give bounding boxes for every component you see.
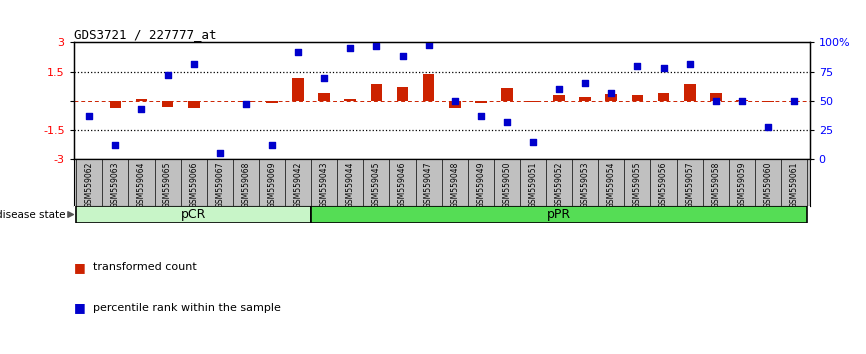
Text: GSM559046: GSM559046 [398, 161, 407, 208]
Bar [109, 101, 121, 108]
Text: GSM559047: GSM559047 [424, 161, 433, 208]
Bar [475, 101, 487, 103]
Text: GSM559052: GSM559052 [554, 161, 564, 207]
Point [396, 54, 410, 59]
Point [553, 86, 566, 92]
Text: GSM559064: GSM559064 [137, 161, 146, 208]
Text: GSM559055: GSM559055 [633, 161, 642, 208]
Text: GSM559056: GSM559056 [659, 161, 668, 208]
Point [682, 61, 696, 66]
Bar [76, 206, 311, 223]
Text: GSM559069: GSM559069 [268, 161, 276, 208]
Point [708, 98, 722, 104]
Text: disease state: disease state [0, 210, 66, 219]
Point [239, 102, 253, 107]
Point [370, 43, 384, 49]
Point [213, 150, 227, 156]
Bar [605, 94, 617, 101]
Text: ■: ■ [74, 302, 86, 314]
Text: GSM559068: GSM559068 [242, 161, 250, 207]
Bar [449, 101, 461, 108]
Bar [736, 100, 747, 101]
Point [526, 139, 540, 144]
Bar [345, 98, 356, 101]
Point [161, 72, 175, 78]
Text: GSM559065: GSM559065 [163, 161, 172, 208]
Point [187, 61, 201, 66]
Text: percentile rank within the sample: percentile rank within the sample [93, 303, 281, 313]
Text: GSM559051: GSM559051 [528, 161, 538, 207]
Text: GDS3721 / 227777_at: GDS3721 / 227777_at [74, 28, 216, 41]
Text: GSM559054: GSM559054 [607, 161, 616, 208]
Bar [311, 206, 807, 223]
Bar [631, 95, 643, 101]
Text: GSM559067: GSM559067 [216, 161, 224, 208]
Bar [684, 84, 695, 101]
Bar [710, 93, 721, 101]
Point [134, 106, 148, 112]
Text: transformed count: transformed count [93, 262, 197, 272]
Point [474, 113, 488, 119]
Bar [136, 99, 147, 101]
Text: GSM559043: GSM559043 [320, 161, 329, 208]
Point [604, 90, 618, 96]
Bar [579, 97, 591, 101]
Text: GSM559061: GSM559061 [790, 161, 798, 207]
Point [787, 98, 801, 104]
Point [578, 80, 592, 86]
Bar [527, 101, 539, 102]
Text: GSM559058: GSM559058 [711, 161, 721, 207]
Text: GSM559050: GSM559050 [502, 161, 512, 208]
Point [108, 142, 122, 148]
Point [761, 124, 775, 130]
Point [422, 42, 436, 48]
Point [500, 119, 514, 125]
Text: GSM559060: GSM559060 [764, 161, 772, 208]
Bar [397, 87, 409, 101]
Point [735, 98, 749, 104]
Text: GSM559057: GSM559057 [685, 161, 695, 208]
Text: GSM559042: GSM559042 [294, 161, 302, 207]
Bar [162, 101, 173, 107]
Text: GSM559048: GSM559048 [450, 161, 459, 207]
Bar [188, 101, 199, 108]
Bar [319, 93, 330, 101]
Point [291, 49, 305, 55]
Text: GSM559062: GSM559062 [85, 161, 94, 207]
Bar [501, 88, 513, 101]
Bar [266, 101, 278, 103]
Point [630, 63, 644, 69]
Bar [292, 78, 304, 101]
Point [344, 46, 358, 51]
Point [317, 75, 331, 80]
Text: GSM559053: GSM559053 [581, 161, 590, 208]
Text: GSM559059: GSM559059 [737, 161, 746, 208]
Bar [553, 96, 565, 101]
Text: GSM559063: GSM559063 [111, 161, 120, 208]
Bar [657, 93, 669, 101]
Bar [423, 74, 435, 101]
Point [656, 65, 670, 71]
Bar [762, 101, 774, 102]
Text: GSM559049: GSM559049 [476, 161, 485, 208]
Text: pPR: pPR [547, 208, 572, 221]
Point [265, 142, 279, 148]
Point [82, 113, 96, 119]
Text: GSM559044: GSM559044 [346, 161, 355, 208]
Point [448, 98, 462, 104]
Text: pCR: pCR [181, 208, 206, 221]
Text: ■: ■ [74, 261, 86, 274]
Bar [371, 84, 382, 101]
Text: GSM559066: GSM559066 [189, 161, 198, 208]
Bar [240, 101, 252, 102]
Text: GSM559045: GSM559045 [372, 161, 381, 208]
